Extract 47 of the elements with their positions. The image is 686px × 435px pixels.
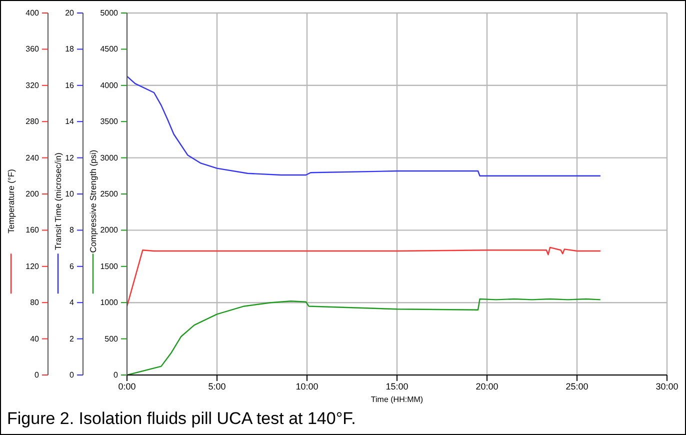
y3-axis-title: Compressive Strength (psi) [88,150,98,253]
y3-tick-label: 3500 [100,117,119,126]
x-tick-label: 25:00 [566,381,588,392]
y3-tick-label: 1000 [100,298,119,308]
y3-tick-label: 500 [104,334,119,344]
y3-tick-label: 0 [114,370,119,380]
y3-tick-label: 1500 [100,262,119,271]
y-tick-label: 320 [26,80,40,90]
y-tick-label: 360 [26,44,40,54]
x-tick-label: 30:00 [656,381,678,392]
y2-tick-label: 14 [65,117,75,126]
y2-tick-label: 10 [65,190,75,198]
y2-tick-label: 12 [65,153,75,162]
y2-tick-label: 2 [70,334,75,344]
y-tick-label: 240 [26,153,40,162]
y-tick-label: 200 [26,190,40,198]
y-tick-label: 120 [26,262,40,271]
y2-tick-label: 20 [65,8,75,18]
y3-tick-label: 2000 [100,226,119,235]
y-tick-label: 400 [26,8,40,18]
y2-tick-label: 16 [65,80,75,90]
y3-tick-label: 3000 [100,153,119,162]
y3-tick-label: 4000 [100,80,119,90]
y-tick-label: 0 [34,370,40,380]
text: Figure 2. Isolation fluids pill UCA test at 140°F. [7,409,356,429]
y2-axis-title: Transit Time (microsec/in) [53,152,63,250]
x-tick-label: 10:00 [296,381,318,392]
y3-tick-label: 4500 [100,44,119,54]
y-tick-label: 40 [30,334,40,344]
x-axis-title: Time (HH:MM) [370,395,424,404]
y-tick-label: 160 [26,226,40,235]
y3-tick-label: 5000 [100,8,119,18]
x-tick-label: 0:00 [118,381,136,392]
x-tick-label: 5:00 [208,381,226,392]
x-tick-label: 15:00 [386,381,408,392]
y2-tick-label: 0 [70,370,75,380]
y3-tick-label: 2500 [100,190,119,198]
x-tick-label: 20:00 [476,381,498,392]
y2-tick-label: 8 [70,226,75,235]
y2-tick-label: 4 [70,298,75,308]
y2-tick-label: 18 [65,44,75,54]
line-series [127,76,601,176]
y2-tick-label: 6 [70,262,75,271]
y-axis-title: Temperature (°F) [6,168,16,234]
line-series [127,246,601,307]
y-tick-label: 80 [30,298,40,308]
y-tick-label: 280 [26,117,40,126]
